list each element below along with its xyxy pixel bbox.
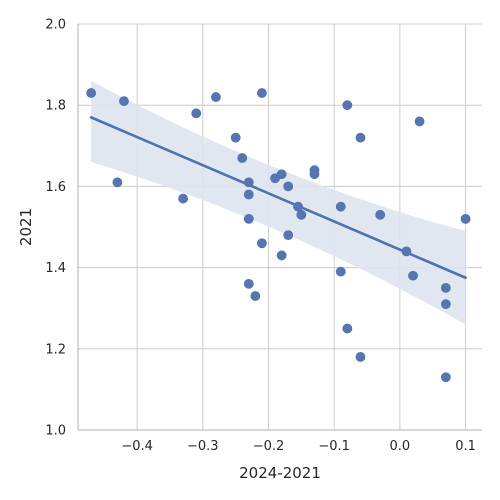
y-tick-label-3: 1.6 xyxy=(45,180,66,195)
data-point-26 xyxy=(342,100,353,111)
data-point-14 xyxy=(257,238,267,249)
data-point-13 xyxy=(257,88,267,98)
x-tick-label-5: 0.1 xyxy=(455,439,476,454)
confidence-band xyxy=(91,80,466,325)
scatter-points-layer xyxy=(86,88,471,383)
data-point-7 xyxy=(237,153,248,163)
data-point-6 xyxy=(230,132,241,143)
x-tick-label-0: −0.4 xyxy=(121,439,153,454)
data-point-9 xyxy=(243,189,254,200)
data-point-17 xyxy=(276,250,287,261)
data-point-36 xyxy=(440,372,451,383)
data-point-32 xyxy=(408,270,418,281)
data-point-30 xyxy=(375,209,386,220)
data-point-2 xyxy=(112,177,123,188)
data-point-19 xyxy=(283,230,294,241)
y-tick-label-2: 1.4 xyxy=(45,261,66,276)
data-point-11 xyxy=(243,278,254,289)
confidence-band-layer xyxy=(91,80,466,325)
y-tick-label-1: 1.2 xyxy=(45,342,66,357)
y-tick-label-5: 2.0 xyxy=(45,18,66,33)
x-axis-title: 2024-2021 xyxy=(239,464,321,482)
data-point-20 xyxy=(293,201,303,212)
data-point-37 xyxy=(460,213,471,224)
data-point-31 xyxy=(401,246,412,257)
x-tick-labels: −0.4 −0.3 −0.2 −0.1 0.0 0.1 xyxy=(121,439,476,454)
data-point-0 xyxy=(86,88,97,98)
x-tick-label-4: 0.0 xyxy=(390,439,411,454)
data-point-4 xyxy=(191,108,202,119)
data-point-34 xyxy=(440,282,451,293)
x-tick-label-3: −0.1 xyxy=(318,439,350,454)
data-point-28 xyxy=(355,132,366,143)
x-tick-label-1: −0.3 xyxy=(187,439,219,454)
data-point-33 xyxy=(414,116,425,127)
data-point-1 xyxy=(119,96,129,107)
data-point-25 xyxy=(335,266,346,277)
data-point-35 xyxy=(440,299,451,310)
y-axis-title: 2021 xyxy=(17,208,35,246)
data-point-16 xyxy=(276,169,287,180)
y-tick-labels: 1.0 1.2 1.4 1.6 1.8 2.0 xyxy=(45,18,66,439)
data-point-21 xyxy=(296,209,307,220)
data-point-29 xyxy=(355,352,366,362)
data-point-3 xyxy=(178,193,189,204)
y-tick-label-4: 1.8 xyxy=(45,99,66,114)
data-point-18 xyxy=(283,181,294,192)
data-point-24 xyxy=(335,201,346,212)
y-tick-label-0: 1.0 xyxy=(45,424,66,439)
data-point-5 xyxy=(211,92,221,102)
data-point-12 xyxy=(250,291,261,301)
data-point-23 xyxy=(309,169,320,180)
data-point-27 xyxy=(342,323,353,334)
x-tick-label-2: −0.2 xyxy=(253,439,285,454)
data-point-10 xyxy=(243,213,254,224)
data-point-8 xyxy=(243,177,254,188)
